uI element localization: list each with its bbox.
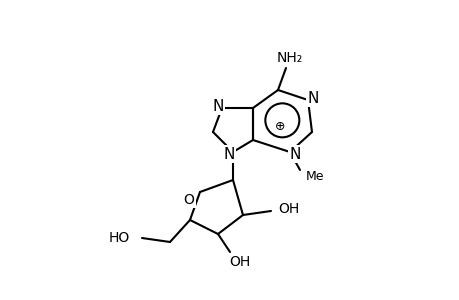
Text: N: N	[289, 146, 300, 161]
Text: N: N	[307, 91, 318, 106]
Text: HO: HO	[108, 231, 130, 245]
Text: ⊕: ⊕	[274, 120, 285, 133]
Text: Me: Me	[305, 169, 324, 182]
Text: NH₂: NH₂	[276, 51, 302, 65]
Text: OH: OH	[229, 255, 250, 269]
Text: OH: OH	[278, 202, 299, 216]
Text: O: O	[183, 193, 194, 207]
Text: N: N	[212, 98, 223, 113]
Text: N: N	[223, 146, 234, 161]
